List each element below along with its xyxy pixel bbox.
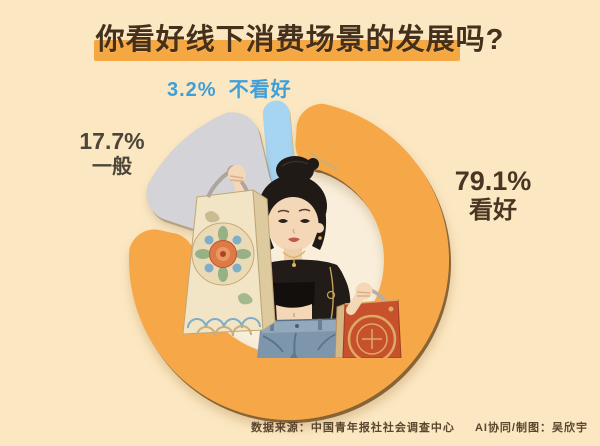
- gold-emblem-circle: [347, 314, 397, 358]
- optimistic-text: 看好: [469, 197, 517, 224]
- floral-medallion: [191, 222, 255, 286]
- neutral-text: 一般: [92, 156, 132, 178]
- red-gift-bag: [334, 282, 402, 358]
- neutral-pct: 17.7%: [79, 128, 145, 154]
- woman-illustration: [182, 152, 402, 358]
- author-credit: AI协同/制图：吴欣宇: [474, 422, 588, 434]
- title-highlight-bar: [94, 40, 460, 61]
- pessimistic-text: 不看好: [228, 79, 292, 101]
- earring-right: [318, 236, 322, 240]
- beige-gift-bag: [182, 165, 276, 337]
- crop-top: [273, 282, 315, 308]
- left-hand: [355, 282, 373, 300]
- lips: [288, 237, 300, 242]
- data-source: 数据来源：中国青年报社社会调查中心: [250, 422, 455, 434]
- gold-trim-right: [329, 266, 334, 321]
- footer-credit: 数据来源：中国青年报社社会调查中心 AI协同/制图：吴欣宇: [251, 419, 588, 435]
- wave-pattern: [187, 317, 261, 329]
- blue-jeans: [257, 318, 341, 358]
- page-title: 你看好线下消费场景的发展吗?: [95, 24, 505, 56]
- label-neutral: 17.7% 一般: [52, 128, 172, 180]
- pessimistic-pct: 3.2%: [167, 79, 217, 101]
- gold-emblem: [326, 290, 336, 300]
- label-optimistic: 79.1% 看好: [432, 166, 554, 226]
- hair-bun: [276, 152, 339, 184]
- title-wrap: 你看好线下消费场景的发展吗?: [0, 22, 600, 58]
- optimistic-pct: 79.1%: [454, 166, 532, 196]
- hairpin: [309, 152, 339, 171]
- label-pessimistic: 3.2% 不看好: [167, 73, 292, 102]
